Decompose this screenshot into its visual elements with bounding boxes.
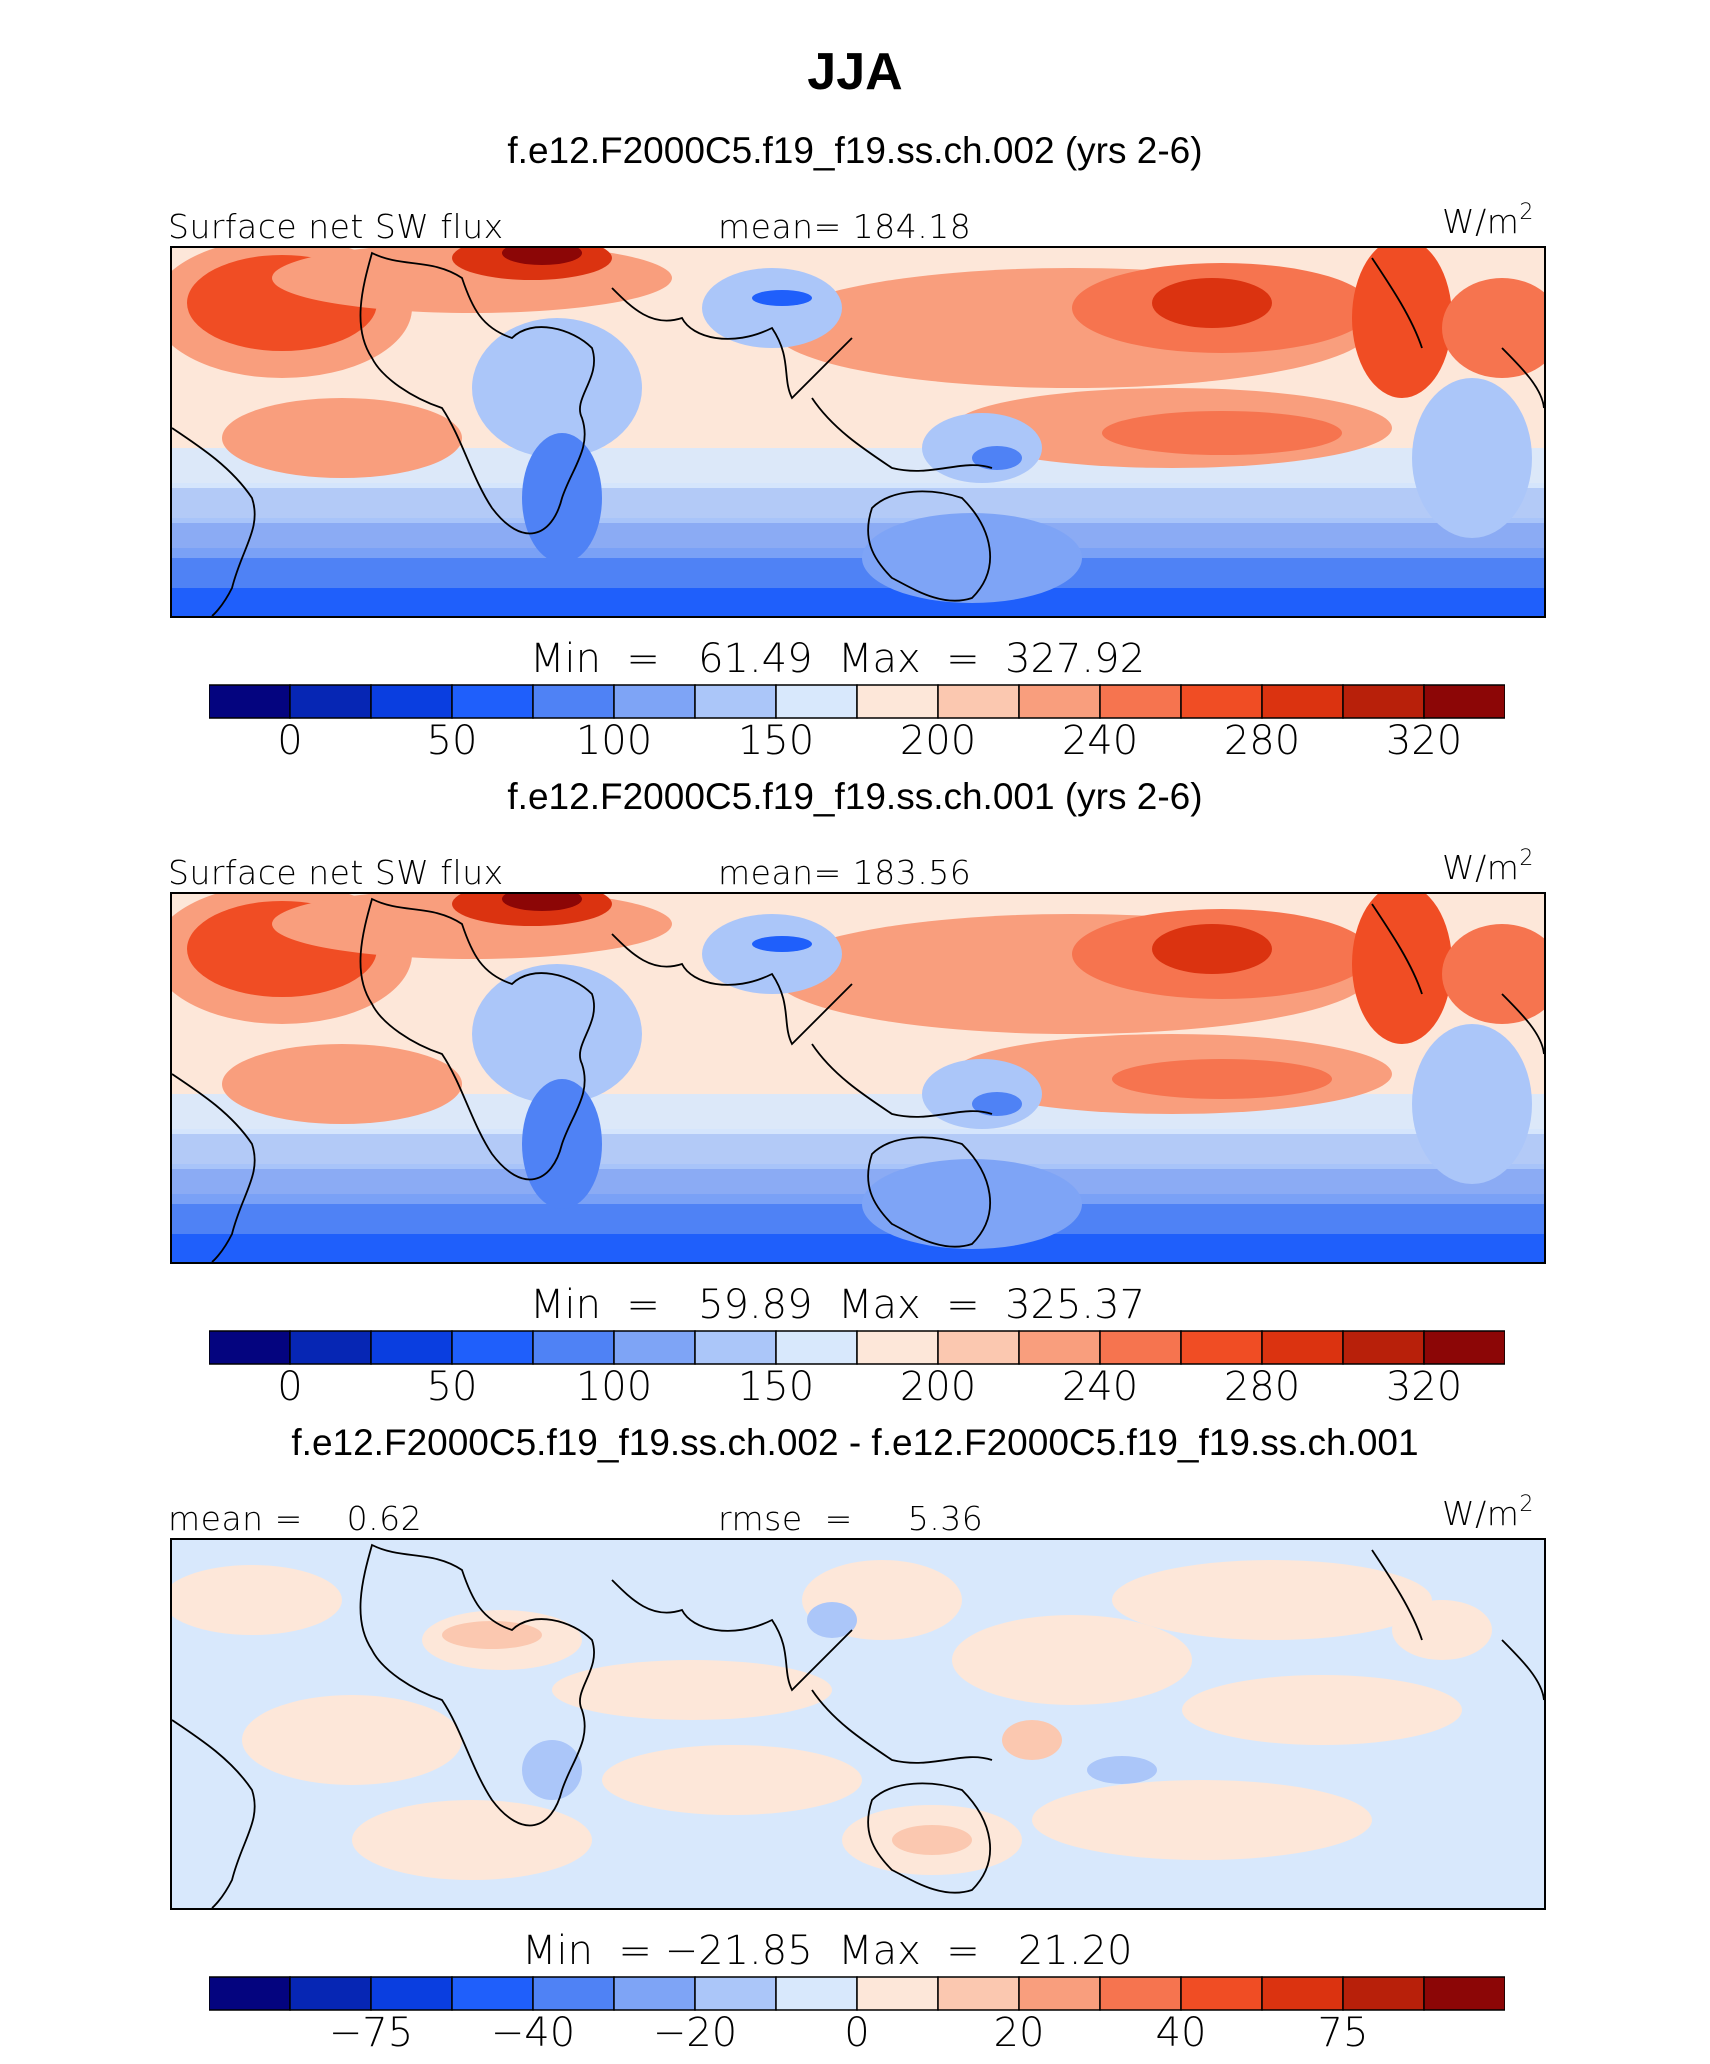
colorbar-swatch (694, 1330, 777, 1365)
colorbar-swatch (1261, 1330, 1344, 1365)
colorbar-swatch (1099, 1330, 1182, 1365)
colorbar-tick-label: 50 (426, 718, 478, 764)
panel-3-minmax: Min = −21.85 Max = 21.20 (522, 1928, 1133, 1974)
panel-1-mean-label: mean= 184.18 (718, 207, 972, 246)
panel-1-colorbar (209, 684, 1505, 719)
colorbar-swatch (775, 1330, 858, 1365)
colorbar-swatch (856, 684, 939, 719)
colorbar-swatch (451, 684, 534, 719)
colorbar-tick-label: 0 (277, 1364, 303, 1410)
panel-2-units: W/m2 (1442, 846, 1534, 887)
colorbar-tick-label: −75 (328, 2010, 414, 2056)
colorbar-tick-label: 150 (737, 718, 815, 764)
panel-1-units: W/m2 (1442, 200, 1534, 241)
colorbar-tick-label: 150 (737, 1364, 815, 1410)
colorbar-swatch (209, 1330, 291, 1365)
panel-3-colorbar (209, 1976, 1505, 2011)
colorbar-swatch (1099, 1976, 1182, 2011)
colorbar-tick-label: 75 (1317, 2010, 1369, 2056)
colorbar-swatch (1423, 1976, 1505, 2011)
colorbar-swatch (451, 1330, 534, 1365)
colorbar-swatch (613, 1330, 696, 1365)
panel-3-title: f.e12.F2000C5.f19_f19.ss.ch.002 - f.e12.… (291, 1422, 1419, 1463)
panel-2-title: f.e12.F2000C5.f19_f19.ss.ch.001 (yrs 2-6… (507, 776, 1203, 817)
colorbar-swatch (1180, 684, 1263, 719)
colorbar-swatch (1099, 684, 1182, 719)
panel-2-contour-field (172, 894, 1544, 1262)
colorbar-tick-label: 280 (1223, 718, 1301, 764)
colorbar-tick-label: 20 (993, 2010, 1045, 2056)
colorbar-swatch (1018, 1330, 1101, 1365)
colorbar-tick-label: 320 (1385, 718, 1463, 764)
panel-1-minmax: Min = 61.49 Max = 327.92 (530, 636, 1146, 682)
panel-3-map (170, 1538, 1546, 1910)
panel-3-contour-field (172, 1540, 1544, 1908)
colorbar-swatch (370, 684, 453, 719)
colorbar-swatch (289, 1976, 372, 2011)
colorbar-swatch (1261, 684, 1344, 719)
colorbar-tick-label: 100 (575, 718, 653, 764)
colorbar-swatch (532, 1330, 615, 1365)
colorbar-swatch (1423, 684, 1505, 719)
panel-1-contour-field (172, 248, 1544, 616)
panel-2-colorbar (209, 1330, 1505, 1365)
colorbar-tick-label: 0 (844, 2010, 870, 2056)
colorbar-tick-label: 320 (1385, 1364, 1463, 1410)
panel-2-colorbar-ticks: 0 50 100 150 200 240 280 320 (209, 1364, 1505, 1414)
panel-3-rmse-label: rmse = 5.36 (718, 1499, 984, 1538)
colorbar-swatch (209, 1976, 291, 2011)
colorbar-tick-label: 240 (1061, 1364, 1139, 1410)
colorbar-tick-label: −20 (652, 2010, 738, 2056)
colorbar-tick-label: 0 (277, 718, 303, 764)
panel-2-minmax: Min = 59.89 Max = 325.37 (530, 1282, 1146, 1328)
colorbar-swatch (1423, 1330, 1505, 1365)
colorbar-swatch (451, 1976, 534, 2011)
colorbar-swatch (289, 684, 372, 719)
colorbar-swatch (1018, 1976, 1101, 2011)
panel-2-map (170, 892, 1546, 1264)
colorbar-swatch (613, 684, 696, 719)
figure-title: JJA (807, 43, 903, 101)
colorbar-swatch (613, 1976, 696, 2011)
panel-2-variable-label: Surface net SW flux (168, 853, 504, 892)
colorbar-swatch (937, 684, 1020, 719)
colorbar-swatch (1261, 1976, 1344, 2011)
panel-1-variable-label: Surface net SW flux (168, 207, 504, 246)
colorbar-swatch (856, 1976, 939, 2011)
colorbar-swatch (532, 684, 615, 719)
colorbar-tick-label: 200 (899, 1364, 977, 1410)
colorbar-tick-label: 280 (1223, 1364, 1301, 1410)
panel-3-colorbar-ticks: −75 −40 −20 0 20 40 75 (209, 2010, 1505, 2060)
colorbar-swatch (937, 1976, 1020, 2011)
colorbar-tick-label: 40 (1155, 2010, 1207, 2056)
colorbar-swatch (937, 1330, 1020, 1365)
colorbar-swatch (694, 684, 777, 719)
colorbar-tick-label: 240 (1061, 718, 1139, 764)
panel-3-mean-label: mean = 0.62 (168, 1499, 423, 1538)
colorbar-swatch (1180, 1976, 1263, 2011)
colorbar-swatch (289, 1330, 372, 1365)
colorbar-swatch (1342, 684, 1425, 719)
colorbar-swatch (694, 1976, 777, 2011)
colorbar-swatch (209, 684, 291, 719)
colorbar-tick-label: 50 (426, 1364, 478, 1410)
colorbar-swatch (1342, 1976, 1425, 2011)
colorbar-swatch (532, 1976, 615, 2011)
colorbar-tick-label: 200 (899, 718, 977, 764)
colorbar-swatch (1018, 684, 1101, 719)
colorbar-tick-label: −40 (490, 2010, 576, 2056)
colorbar-swatch (370, 1976, 453, 2011)
colorbar-swatch (1180, 1330, 1263, 1365)
colorbar-swatch (775, 1976, 858, 2011)
panel-2-mean-label: mean= 183.56 (718, 853, 972, 892)
panel-3-units: W/m2 (1442, 1492, 1534, 1533)
panel-1-title: f.e12.F2000C5.f19_f19.ss.ch.002 (yrs 2-6… (507, 130, 1203, 171)
colorbar-swatch (1342, 1330, 1425, 1365)
colorbar-tick-label: 100 (575, 1364, 653, 1410)
panel-1-map (170, 246, 1546, 618)
panel-1-colorbar-ticks: 0 50 100 150 200 240 280 320 (209, 718, 1505, 768)
colorbar-swatch (370, 1330, 453, 1365)
colorbar-swatch (856, 1330, 939, 1365)
colorbar-swatch (775, 684, 858, 719)
